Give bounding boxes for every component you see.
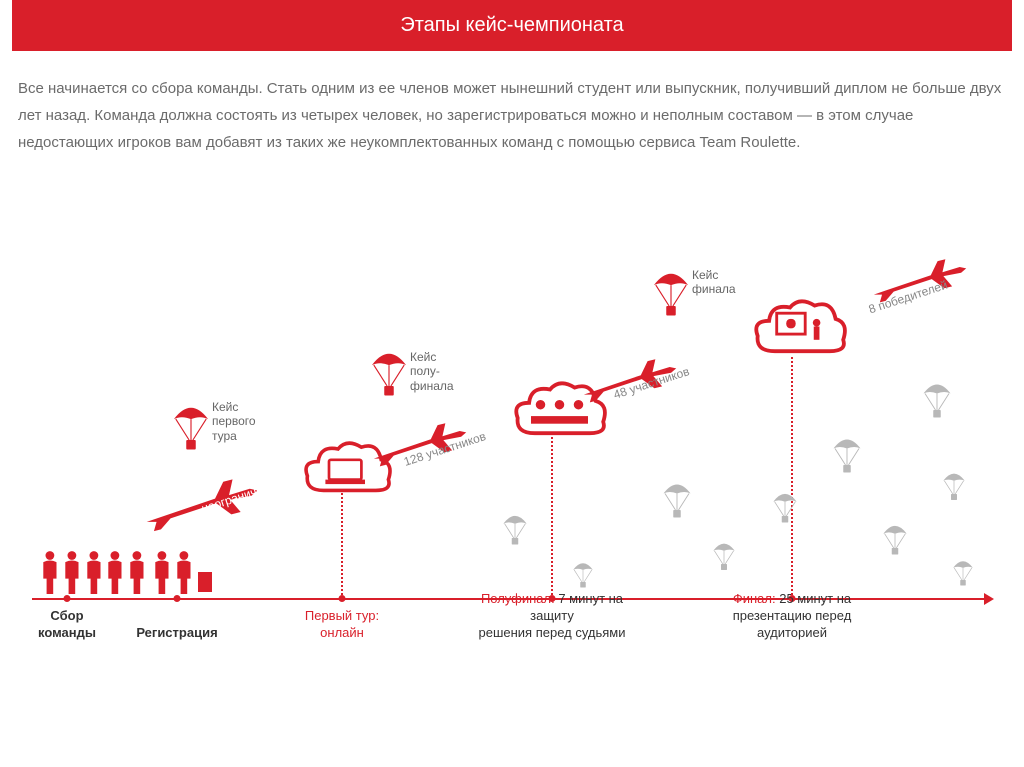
stage-label: Полуфинал: 7 минут на защитурешения пере…	[462, 591, 642, 642]
cloud-icon	[752, 298, 847, 370]
stage-label: Регистрация	[87, 625, 267, 642]
stage-dot	[64, 595, 71, 602]
parachute-icon	[172, 402, 210, 458]
case-label: Кейсфинала	[692, 268, 736, 297]
registration-icon	[152, 550, 214, 594]
parachute-icon-grey	[952, 558, 974, 593]
page-title: Этапы кейс-чемпионата	[400, 14, 623, 36]
parachute-icon-grey	[662, 480, 692, 526]
parachute-icon	[652, 268, 690, 324]
parachute-icon-grey	[502, 512, 528, 552]
case-label: Кейспервоготура	[212, 400, 256, 443]
parachute-icon-grey	[772, 490, 798, 530]
stage-label: Первый тур:онлайн	[252, 608, 432, 642]
stage-dot	[174, 595, 181, 602]
team-icon	[40, 550, 147, 594]
diagram: СборкомандыРегистрацияПервый тур:онлайнП…	[12, 180, 1012, 660]
dashed-connector	[791, 357, 793, 595]
case-label: Кейсполу-финала	[410, 350, 454, 393]
stage-dot	[339, 595, 346, 602]
parachute-icon-grey	[942, 470, 966, 507]
page-root: Этапы кейс-чемпионата Все начинается со …	[0, 0, 1024, 767]
parachute-icon	[370, 348, 408, 404]
parachute-icon-grey	[572, 560, 594, 595]
parachute-icon-grey	[712, 540, 736, 577]
parachute-icon-grey	[832, 435, 862, 481]
intro-paragraph: Все начинается со сбора команды. Стать о…	[0, 51, 1024, 180]
title-bar: Этапы кейс-чемпионата	[12, 0, 1012, 51]
parachute-icon-grey	[922, 380, 952, 426]
parachute-icon-grey	[882, 522, 908, 562]
stage-label: Финал: 25 минут напрезентацию перед ауди…	[702, 591, 882, 642]
